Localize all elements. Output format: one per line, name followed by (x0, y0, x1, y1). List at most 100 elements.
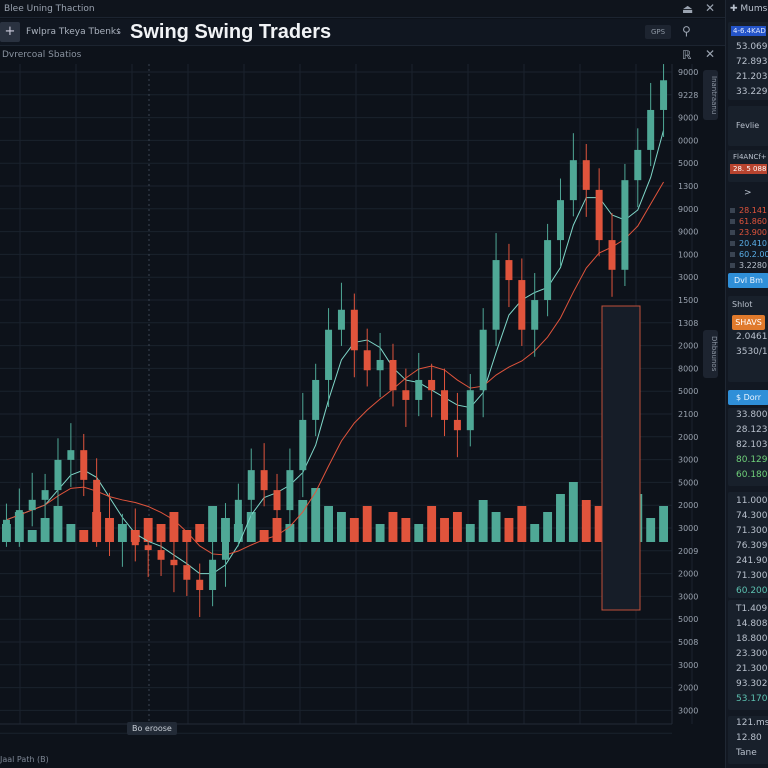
list-value: 60.2.000 (739, 250, 768, 259)
y-tick-label: 2000 (678, 433, 698, 442)
y-tick-label: 5000 (678, 615, 698, 624)
candle-body (595, 189, 603, 241)
candle-body (183, 565, 191, 580)
candle-body (544, 240, 552, 301)
list-item[interactable]: 61.860 (728, 216, 768, 227)
y-tick-label: 1300 (678, 182, 698, 191)
list-item[interactable]: 3.2280 (728, 260, 768, 271)
checkbox-icon[interactable] (730, 219, 735, 224)
pin-icon[interactable]: ⚲ (682, 24, 691, 38)
quote-value: 80.129 (736, 455, 768, 465)
sell-button[interactable]: SHAVS (732, 315, 765, 330)
y-tick-label: 2009 (678, 547, 698, 556)
quote-value: 60.180 (736, 470, 768, 480)
quote-value: 14.808 (736, 619, 768, 629)
quotes-box-4: T1.409 14.808 18.800 23.300 21.300 93.302 53.1… (728, 600, 768, 710)
candle-body (41, 490, 49, 500)
side-button-bottom[interactable]: Dhbaunos (703, 330, 718, 378)
candle-body (234, 499, 242, 531)
y-tick-label: 2100 (678, 410, 698, 419)
list-item[interactable]: 28.141 (728, 205, 768, 216)
volume-bar (659, 506, 668, 542)
tag-badge: 4-6.4KAD (731, 26, 766, 36)
volume-bar (195, 524, 205, 542)
quote-value: 74.300 (736, 511, 768, 521)
checkbox-icon[interactable] (730, 208, 735, 213)
add-button[interactable]: + (0, 22, 20, 42)
checkbox-icon[interactable] (730, 241, 735, 246)
buy-button[interactable]: Dvl Bm (728, 273, 768, 288)
candle-body (621, 180, 629, 270)
share-icon[interactable]: ⏏ (682, 2, 694, 16)
candle-body (299, 419, 307, 471)
order-button[interactable]: $ Dorr (728, 390, 768, 405)
volume-bar (452, 512, 462, 542)
candle-body (350, 309, 358, 351)
badge-label: Fl4ANCf+ (733, 153, 767, 161)
chevron-right-icon[interactable]: > (744, 188, 752, 198)
volume-bar (349, 518, 359, 542)
candle-body (402, 390, 410, 400)
volume-bar (375, 524, 385, 542)
candle-body (415, 379, 423, 400)
ma-slow-line (6, 181, 664, 556)
quotes-box-5: 121.ms 12.80 Tane (728, 716, 768, 764)
volume-bar (491, 512, 501, 542)
candle-body (54, 459, 62, 491)
order-box: Shlot SHAVS 2.0461 3530/1 (728, 296, 768, 382)
volume-bar (259, 530, 269, 542)
candle-body (363, 350, 371, 371)
checkbox-icon[interactable] (730, 252, 735, 257)
checkbox-icon[interactable] (730, 263, 735, 268)
footer-label: Jaal Path (B) (0, 755, 49, 764)
tab-list[interactable]: Fwlpra Tkeya Tbenks (26, 27, 121, 37)
quote-value: 18.800 (736, 634, 768, 644)
side-button-top[interactable]: Inantraanu (703, 70, 718, 120)
list-item[interactable]: 20.410 (728, 238, 768, 249)
quote-value: 71.300 (736, 526, 768, 536)
y-tick-label: 9228 (678, 91, 698, 100)
y-tick-label: 3000 (678, 661, 698, 670)
gps-button[interactable]: GPS (645, 25, 671, 39)
quote-value: 21.203 (736, 72, 768, 82)
price-chart[interactable]: 9000 9228 9000 0000 5000 1300 9000 9000 1000 3000… (0, 64, 700, 740)
y-tick-label: 1308 (678, 319, 698, 328)
quotes-box-2: 33.800 28.123 82.103 80.129 60.180 (728, 408, 768, 486)
quote-value: 21.300 (736, 664, 768, 674)
volume-bar (362, 506, 372, 542)
close-icon[interactable]: ✕ (705, 1, 716, 15)
volume-bar (208, 506, 218, 542)
candle-body (157, 550, 165, 560)
list-item[interactable]: 23.900 (728, 227, 768, 238)
y-tick-label: 9000 (678, 228, 698, 237)
volume-bar (543, 512, 553, 542)
candle-body (196, 579, 204, 591)
y-tick-label: 9000 (678, 114, 698, 123)
close-chart-icon[interactable]: ✕ (705, 47, 716, 61)
volume-bar (246, 512, 256, 542)
candle-body (556, 200, 564, 241)
settings-icon[interactable]: ℝ (682, 48, 692, 62)
y-tick-label: 3000 (678, 273, 698, 282)
toolbar: GPS ⚲ (0, 19, 725, 46)
highlight-box (601, 305, 641, 611)
tooltip: Bo eroose (127, 722, 177, 735)
candle-body (441, 390, 449, 420)
y-tick-label: 5000 (678, 387, 698, 396)
list-value: 28.141 (739, 206, 767, 215)
candle-body (93, 479, 101, 520)
candle-body (131, 530, 139, 546)
candle-body (634, 149, 642, 181)
candle-body (569, 160, 577, 201)
list-item[interactable]: 60.2.000 (728, 249, 768, 260)
candle-body (28, 499, 36, 511)
candle-body (453, 419, 461, 431)
y-tick-label: 5000 (678, 159, 698, 168)
checkbox-icon[interactable] (730, 230, 735, 235)
candle-body (144, 545, 152, 551)
quotes-box-1: 4-6.4KAD 53.069 72.893 21.203 33.229 (728, 22, 768, 100)
candle-body (106, 519, 114, 540)
volume-bar (401, 518, 411, 542)
volume-bar (66, 524, 76, 542)
quote-value: 76.309 (736, 541, 768, 551)
